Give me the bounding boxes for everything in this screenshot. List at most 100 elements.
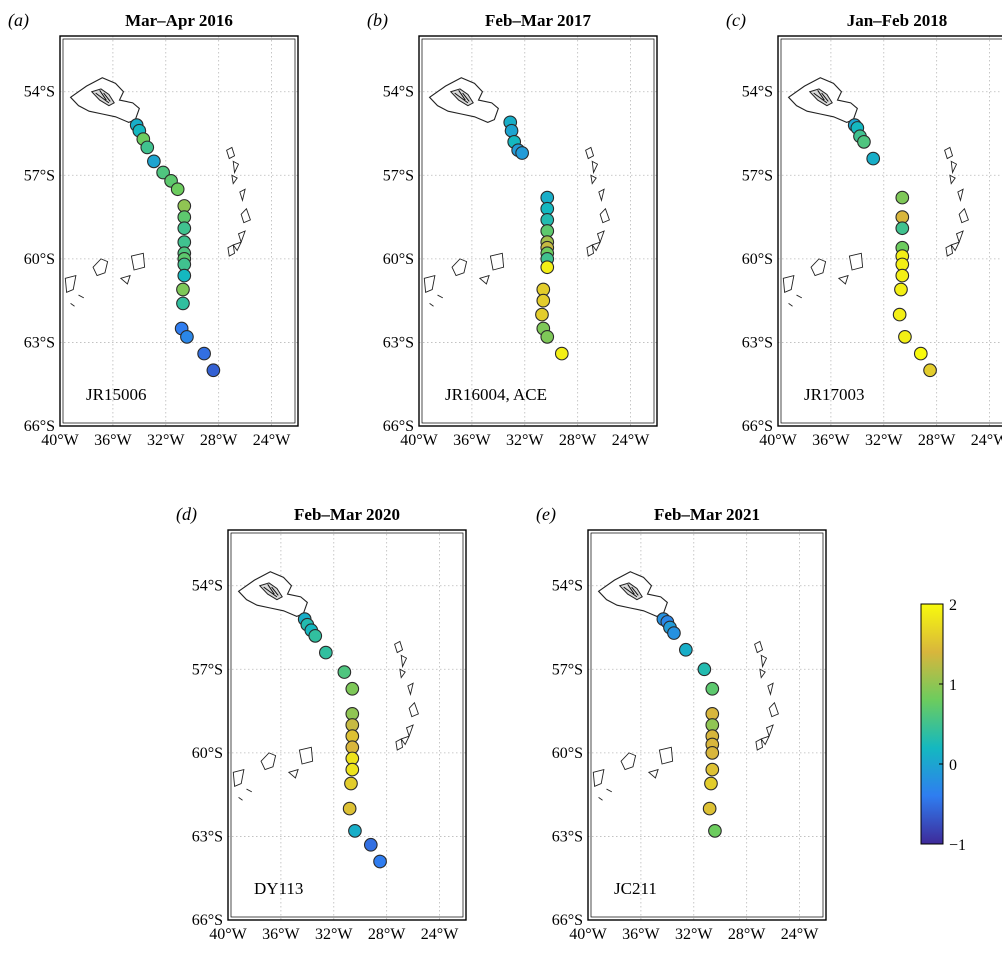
y-tick-label: 66°S	[24, 418, 55, 435]
station-point	[708, 824, 722, 838]
x-tick-label: 28°W	[368, 926, 406, 943]
station-point	[895, 221, 910, 236]
station-point	[705, 762, 720, 777]
station-point	[176, 282, 190, 297]
panel-title: Feb–Mar 2021	[654, 505, 760, 524]
station-point	[540, 260, 555, 275]
x-tick-label: 28°W	[918, 432, 956, 449]
station-point	[176, 296, 190, 311]
panel-label: (b)	[367, 10, 388, 31]
station-point	[895, 190, 910, 205]
y-tick-label: 63°S	[742, 334, 773, 351]
map-inner-frame	[590, 532, 824, 918]
map-inner-frame	[421, 38, 655, 424]
x-tick-label: 24°W	[612, 432, 650, 449]
map-frame	[777, 35, 1002, 427]
station-point	[348, 824, 362, 838]
station-point	[156, 165, 170, 180]
x-tick-label: 40°W	[759, 432, 797, 449]
y-tick-label: 57°S	[742, 167, 773, 184]
station-point	[345, 762, 360, 777]
colorbar-scale	[920, 603, 944, 845]
station-point	[892, 307, 907, 322]
x-tick-label: 28°W	[728, 926, 766, 943]
station-point	[140, 140, 155, 155]
x-tick-label: 32°W	[315, 926, 353, 943]
colorbar: −1 0 1 2	[920, 597, 966, 854]
coastline	[783, 78, 968, 306]
map-inner-frame	[780, 38, 1002, 424]
map-panel: 40°W 36°W 32°W 28°W 24°W 54°S 57°S 60°S 63°S 66°S…	[726, 10, 1002, 449]
station-point	[147, 154, 161, 169]
map-frame	[59, 35, 299, 427]
y-tick-label: 57°S	[383, 167, 414, 184]
y-tick-label: 60°S	[742, 251, 773, 268]
station-point	[913, 346, 928, 361]
y-tick-label: 60°S	[24, 251, 55, 268]
station-point	[923, 363, 937, 378]
y-tick-label: 66°S	[192, 912, 223, 929]
station-point	[363, 837, 378, 852]
station-point	[857, 135, 871, 149]
station-point	[177, 268, 192, 283]
cruise-label: JR15006	[86, 385, 146, 404]
coastline	[593, 572, 778, 800]
map-inner-frame	[62, 38, 296, 424]
station-point	[504, 123, 519, 138]
station-point	[898, 330, 912, 344]
y-tick-label: 54°S	[383, 84, 414, 101]
x-tick-label: 28°W	[200, 432, 238, 449]
colorbar-tick-label: 1	[949, 677, 957, 694]
x-tick-label: 36°W	[812, 432, 850, 449]
station-point	[170, 182, 185, 197]
station-point	[535, 307, 549, 322]
map-frame	[418, 35, 658, 427]
station-point	[206, 363, 221, 378]
x-tick-label: 32°W	[865, 432, 903, 449]
y-tick-label: 54°S	[742, 84, 773, 101]
x-tick-label: 36°W	[262, 926, 300, 943]
x-tick-label: 40°W	[400, 432, 438, 449]
x-tick-label: 32°W	[147, 432, 185, 449]
panel-label: (c)	[726, 10, 746, 31]
x-tick-label: 32°W	[506, 432, 544, 449]
station-point	[866, 151, 881, 166]
map-frame	[227, 529, 467, 921]
coastline	[233, 572, 418, 800]
y-tick-label: 57°S	[192, 661, 223, 678]
station-point	[177, 221, 192, 236]
cruise-label: DY113	[254, 879, 303, 898]
station-point	[515, 146, 529, 160]
y-tick-label: 66°S	[742, 418, 773, 435]
station-point	[705, 746, 720, 760]
station-point	[554, 346, 569, 361]
y-tick-label: 57°S	[552, 661, 583, 678]
panel-title: Jan–Feb 2018	[847, 11, 948, 30]
station-point	[678, 642, 693, 657]
y-tick-label: 66°S	[552, 912, 583, 929]
x-tick-label: 36°W	[622, 926, 660, 943]
map-panel: 40°W 36°W 32°W 28°W 24°W 54°S 57°S 60°S 63°S 66°S…	[536, 504, 827, 943]
coastline	[424, 78, 609, 306]
map-inner-frame	[230, 532, 464, 918]
panel-title: Feb–Mar 2020	[294, 505, 400, 524]
y-tick-label: 60°S	[552, 745, 583, 762]
station-point	[318, 645, 333, 660]
y-tick-label: 60°S	[192, 745, 223, 762]
map-panel: 40°W 36°W 32°W 28°W 24°W 54°S 57°S 60°S 63°S 66°S…	[367, 10, 658, 449]
x-tick-label: 24°W	[253, 432, 291, 449]
x-tick-label: 40°W	[569, 926, 607, 943]
map-panel: 40°W 36°W 32°W 28°W 24°W 54°S 57°S 60°S 63°S 66°S…	[8, 10, 299, 449]
station-point	[373, 854, 387, 869]
x-tick-label: 24°W	[971, 432, 1002, 449]
cruise-label: JR17003	[804, 385, 864, 404]
station-point	[697, 662, 712, 677]
station-point	[894, 282, 908, 297]
colorbar-tick-label: 0	[949, 757, 957, 774]
cruise-label: JR16004, ACE	[445, 385, 547, 404]
x-tick-label: 40°W	[41, 432, 79, 449]
y-tick-label: 54°S	[24, 84, 55, 101]
y-tick-label: 60°S	[383, 251, 414, 268]
y-tick-label: 66°S	[383, 418, 414, 435]
